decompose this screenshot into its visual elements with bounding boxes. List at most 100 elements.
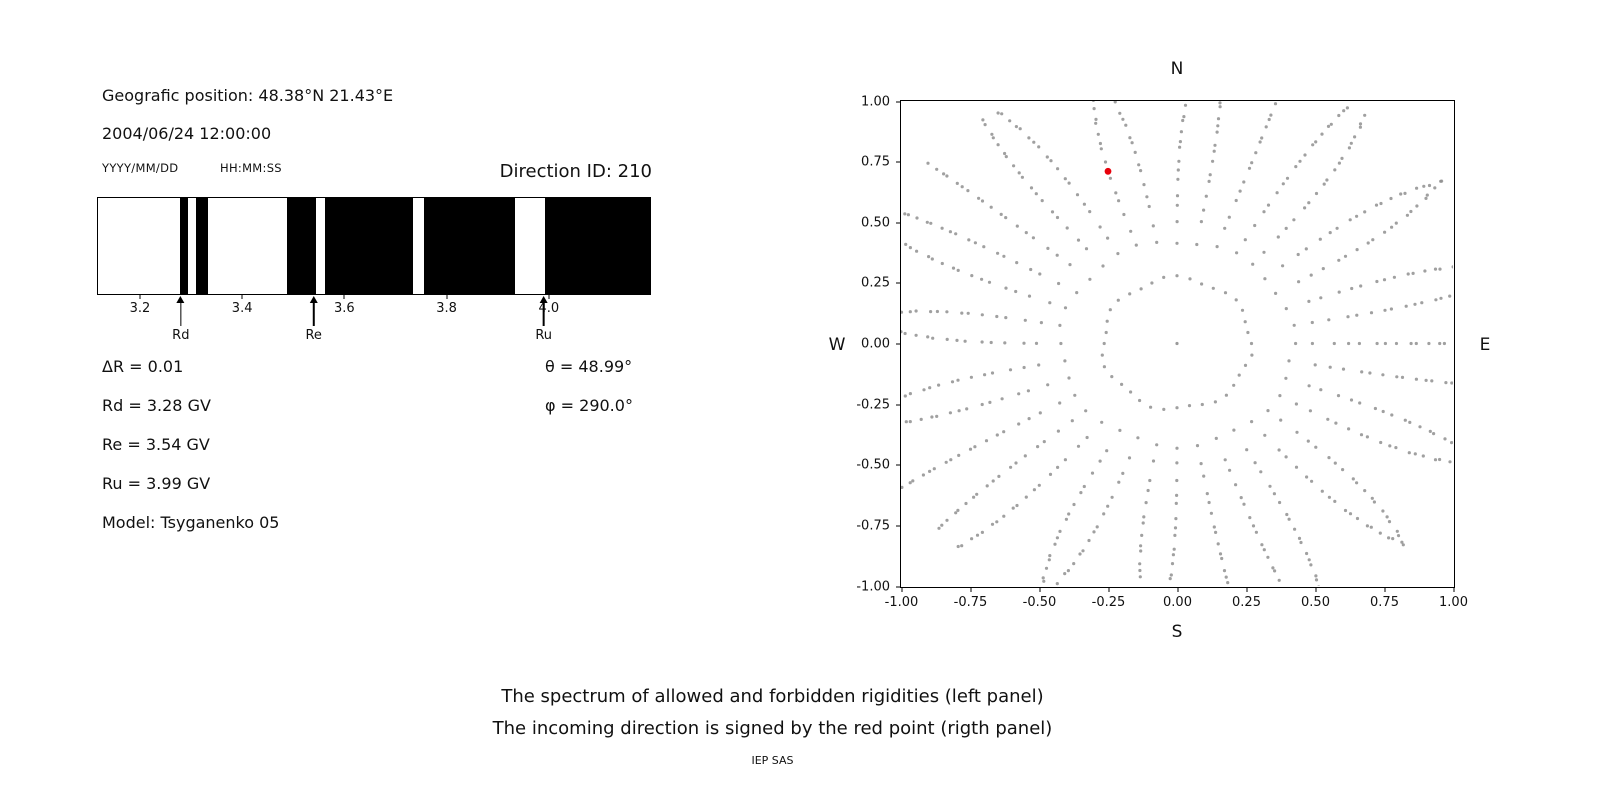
direction-x-axis: -1.00 -0.75 -0.50 -0.25 0.00 0.25 0.50 0.75 1.00 (885, 588, 1468, 618)
scatter-dot (928, 386, 932, 390)
scatter-dot (1207, 179, 1211, 183)
scatter-dot (1056, 429, 1060, 433)
scatter-dot (1383, 341, 1387, 346)
scatter-dot (1079, 491, 1083, 495)
scatter-dot (1272, 492, 1276, 496)
scatter-dot (1014, 289, 1018, 294)
scatter-dot (1327, 495, 1331, 499)
scatter-dot (973, 445, 977, 449)
scatter-dot (1004, 316, 1008, 320)
scatter-dot (1381, 509, 1385, 513)
scatter-dot (1015, 503, 1019, 508)
scatter-dot (1106, 236, 1110, 240)
scatter-dot (1247, 166, 1252, 170)
scatter-dot (1343, 254, 1348, 258)
scatter-dot (1314, 578, 1319, 582)
scatter-dot (1124, 123, 1128, 127)
scatter-dot (1406, 272, 1410, 276)
y-tick-mark (896, 464, 900, 466)
scatter-dot (1174, 517, 1178, 521)
scatter-dot (1173, 526, 1178, 530)
scatter-dot (1314, 140, 1318, 144)
scatter-dot (996, 251, 1000, 255)
scatter-dot (1415, 186, 1419, 190)
scatter-dot (1284, 376, 1288, 380)
scatter-dot (1314, 191, 1319, 196)
scatter-dot (1387, 536, 1391, 540)
scatter-dot (932, 467, 936, 471)
scatter-dot (1409, 341, 1413, 346)
y-tick-label: 0.50 (861, 215, 890, 231)
scatter-dot (1294, 341, 1298, 346)
scatter-dot (1228, 468, 1232, 472)
scatter-dot (1262, 210, 1266, 214)
marker-arrow-shaft (542, 302, 545, 326)
scatter-dot (1118, 111, 1122, 115)
scatter-dot (1262, 548, 1266, 552)
scatter-dot (1138, 398, 1142, 403)
scatter-dot (975, 492, 979, 496)
scatter-dot (981, 118, 985, 122)
y-tick-label: 1.00 (861, 94, 890, 109)
scatter-dot (1250, 161, 1254, 165)
scatter-dot (1438, 341, 1442, 346)
scatter-dot (1308, 409, 1312, 413)
scatter-dot (904, 420, 908, 424)
scatter-dot (1372, 500, 1376, 504)
scatter-dot (1365, 524, 1369, 528)
scatter-dot (1405, 213, 1409, 217)
scatter-dot (1328, 365, 1332, 369)
scatter-dot (930, 415, 934, 419)
scatter-dot (1317, 585, 1320, 586)
scatter-dot (1440, 179, 1444, 183)
scatter-dot (956, 508, 960, 512)
spectrum-tick-mark (139, 295, 141, 299)
scatter-dot (1401, 543, 1405, 547)
scatter-dot (1140, 533, 1144, 537)
scatter-dot (1297, 280, 1301, 284)
scatter-dot (970, 274, 974, 278)
scatter-dot (1266, 203, 1271, 207)
scatter-dot (1073, 393, 1077, 397)
scatter-dot (1320, 132, 1324, 136)
scatter-dot (1379, 201, 1383, 206)
scatter-dot (1162, 407, 1166, 411)
scatter-dot (1046, 383, 1050, 387)
scatter-dot (1264, 125, 1268, 129)
scatter-dot (951, 266, 956, 270)
scatter-dot (1029, 186, 1034, 190)
scatter-dot (1027, 417, 1031, 421)
scatter-dot (996, 111, 1000, 115)
y-tick-label: -0.25 (856, 397, 890, 413)
scatter-dot (1250, 353, 1254, 357)
scatter-dot (1337, 258, 1341, 262)
scatter-dot (1294, 165, 1298, 169)
scatter-dot (1271, 566, 1275, 570)
marker-arrow-head-icon (309, 296, 318, 303)
scatter-dot (1314, 574, 1318, 578)
scatter-dot (1076, 238, 1081, 242)
scatter-dot (1092, 530, 1096, 534)
scatter-dot (954, 232, 958, 236)
scatter-dot (1335, 226, 1339, 230)
rigidity-marker-ru: Ru (535, 296, 552, 343)
scatter-dot (968, 447, 973, 451)
scatter-dot (945, 337, 949, 341)
scatter-dot (960, 185, 964, 189)
scatter-dot (1215, 245, 1219, 249)
scatter-dot (1450, 441, 1453, 445)
credit-text: IEP SAS (751, 754, 794, 767)
scatter-dot (1262, 250, 1266, 254)
scatter-dot (1034, 192, 1038, 196)
scatter-dot (1023, 318, 1027, 322)
scatter-dot (925, 220, 929, 224)
scatter-dot (1004, 286, 1008, 290)
scatter-dot (1038, 272, 1042, 276)
scatter-dot (1418, 425, 1422, 429)
info-re: Re = 3.54 GV (102, 435, 210, 454)
scatter-dot (1448, 294, 1452, 298)
scatter-dot (973, 241, 977, 245)
scatter-dot (1175, 194, 1180, 198)
scatter-dot (1017, 422, 1021, 426)
